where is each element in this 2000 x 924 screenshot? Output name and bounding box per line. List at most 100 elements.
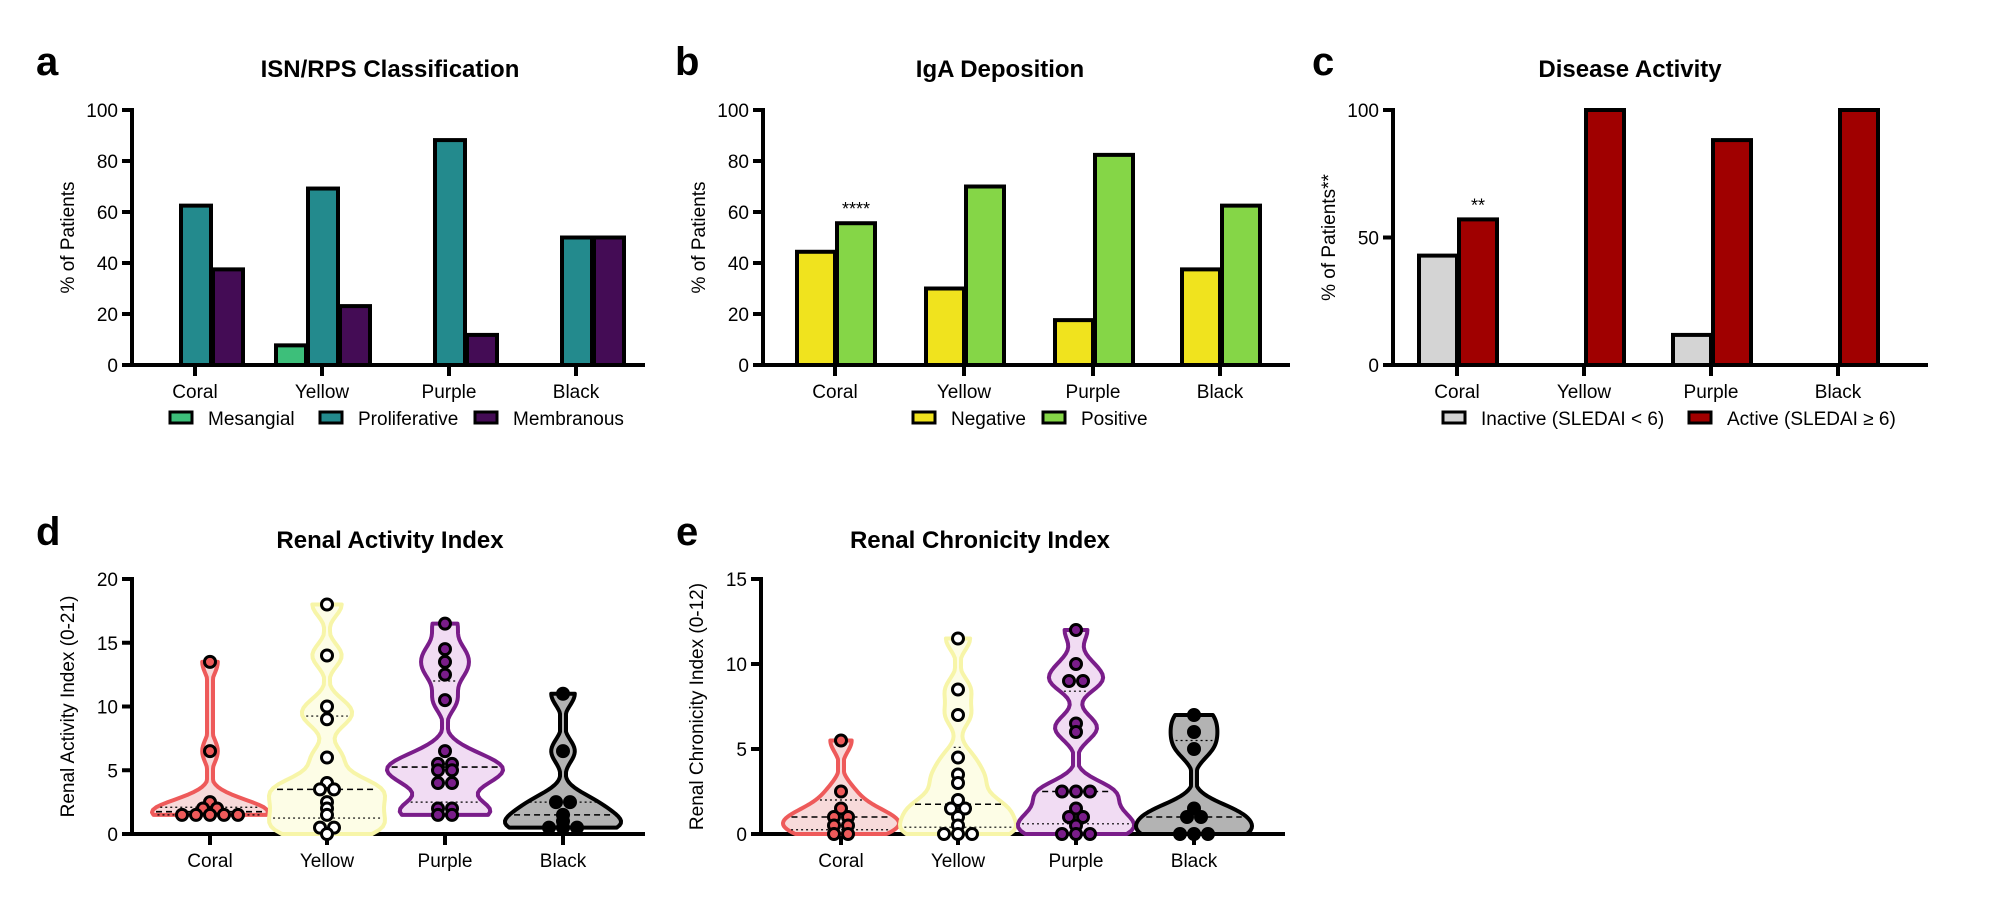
data-point bbox=[1194, 810, 1208, 824]
y-tick-label: 50 bbox=[1358, 229, 1379, 250]
x-tick-label: Purple bbox=[422, 382, 477, 403]
bar bbox=[433, 138, 467, 367]
data-point bbox=[958, 801, 972, 816]
data-point bbox=[951, 708, 965, 722]
data-point bbox=[438, 693, 452, 708]
bar bbox=[211, 267, 245, 367]
violin-shape bbox=[503, 691, 623, 830]
data-point bbox=[445, 763, 459, 778]
data-point bbox=[1062, 810, 1076, 824]
violin-shape bbox=[1134, 713, 1254, 836]
data-point bbox=[570, 820, 584, 835]
data-point bbox=[320, 827, 334, 841]
bar bbox=[179, 203, 213, 367]
y-tick-label: 0 bbox=[107, 356, 118, 377]
data-point bbox=[1055, 784, 1069, 799]
violin-purple bbox=[385, 616, 505, 822]
bar bbox=[306, 186, 340, 367]
data-point bbox=[937, 827, 951, 841]
x-tick-label: Black bbox=[1171, 851, 1218, 872]
data-point bbox=[320, 648, 334, 663]
x-tick-label: Yellow bbox=[937, 382, 992, 403]
data-point bbox=[965, 827, 979, 841]
violin-black bbox=[503, 686, 623, 835]
y-tick-label: 15 bbox=[97, 634, 118, 655]
legend-label: Inactive (SLEDAI < 6) bbox=[1481, 409, 1664, 430]
panel-letter: c bbox=[1312, 40, 1334, 84]
data-point bbox=[217, 807, 231, 822]
data-point bbox=[431, 807, 445, 822]
bar bbox=[1671, 332, 1713, 368]
data-point bbox=[556, 820, 570, 835]
bar bbox=[274, 343, 308, 367]
legend-swatch bbox=[473, 410, 499, 425]
legend-label: Negative bbox=[951, 409, 1026, 430]
y-tick-label: 10 bbox=[97, 698, 118, 719]
bar bbox=[592, 235, 626, 367]
violin-yellow bbox=[898, 631, 1018, 841]
y-axis-label: Renal Chronicity Index (0-12) bbox=[687, 583, 708, 830]
data-point bbox=[1069, 725, 1083, 739]
bar bbox=[560, 235, 594, 367]
data-point bbox=[438, 654, 452, 669]
data-point bbox=[951, 827, 965, 841]
data-point bbox=[834, 733, 848, 748]
x-tick-label: Coral bbox=[1434, 382, 1479, 403]
violin-purple bbox=[1016, 623, 1136, 841]
y-axis-label: Renal Activity Index (0-21) bbox=[58, 596, 79, 818]
data-point bbox=[1069, 657, 1083, 671]
y-tick-label: 15 bbox=[726, 570, 747, 591]
bar bbox=[338, 304, 372, 367]
data-point bbox=[1076, 674, 1090, 688]
violin-yellow bbox=[267, 597, 387, 841]
data-point bbox=[320, 712, 334, 727]
data-point bbox=[438, 744, 452, 759]
data-point bbox=[327, 782, 341, 797]
bar bbox=[795, 249, 837, 367]
y-tick-label: 5 bbox=[107, 761, 118, 782]
chart-title: IgA Deposition bbox=[916, 56, 1084, 83]
x-tick-label: Black bbox=[540, 851, 587, 872]
panel-letter: d bbox=[36, 510, 60, 554]
data-point bbox=[320, 750, 334, 765]
data-point bbox=[951, 631, 965, 646]
data-point bbox=[175, 807, 189, 822]
y-tick-label: 20 bbox=[97, 305, 118, 326]
y-tick-label: 40 bbox=[728, 254, 749, 275]
data-point bbox=[1083, 784, 1097, 799]
data-point bbox=[834, 784, 848, 799]
y-tick-label: 60 bbox=[728, 203, 749, 224]
chart-title: ISN/RPS Classification bbox=[261, 56, 520, 83]
y-tick-label: 60 bbox=[97, 203, 118, 224]
data-point bbox=[231, 807, 245, 822]
x-tick-label: Purple bbox=[1684, 382, 1739, 403]
bar bbox=[1838, 108, 1880, 367]
y-tick-label: 100 bbox=[1347, 101, 1379, 122]
bar bbox=[1180, 267, 1222, 367]
violin-black bbox=[1134, 708, 1254, 841]
bar bbox=[1417, 253, 1459, 367]
data-point bbox=[203, 654, 217, 669]
legend-swatch bbox=[168, 410, 194, 425]
data-point bbox=[1187, 801, 1201, 816]
data-point bbox=[951, 776, 965, 790]
bar bbox=[1457, 217, 1499, 367]
bar bbox=[1220, 203, 1262, 367]
data-point bbox=[1187, 708, 1201, 722]
data-point bbox=[1187, 827, 1201, 841]
data-point bbox=[445, 807, 459, 822]
bar bbox=[1584, 108, 1626, 367]
x-tick-label: Yellow bbox=[300, 851, 355, 872]
data-point bbox=[431, 776, 445, 790]
violin-coral bbox=[781, 733, 901, 841]
data-point bbox=[203, 744, 217, 759]
bar bbox=[1093, 152, 1135, 367]
x-tick-label: Yellow bbox=[931, 851, 986, 872]
violin-coral bbox=[150, 654, 270, 822]
data-point bbox=[556, 686, 570, 701]
data-point bbox=[1083, 827, 1097, 841]
data-point bbox=[944, 801, 958, 816]
data-point bbox=[1069, 623, 1083, 637]
data-point bbox=[563, 795, 577, 810]
